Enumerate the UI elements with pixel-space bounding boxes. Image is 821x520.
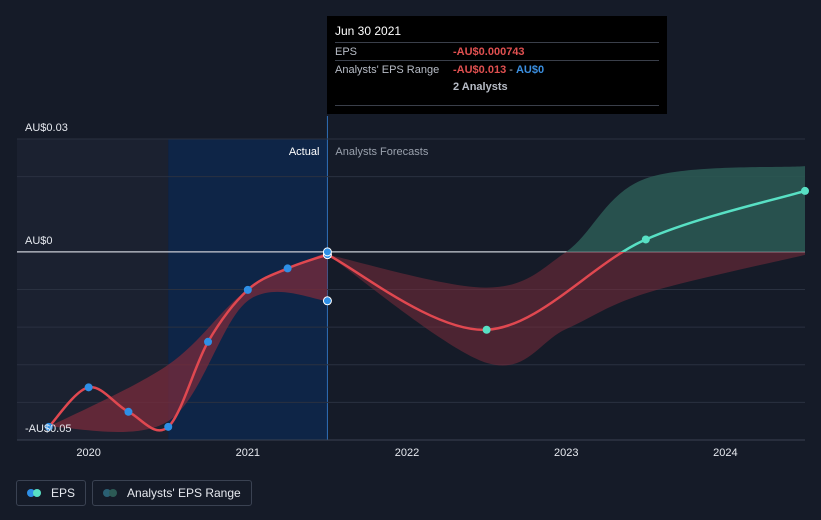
tooltip-eps-key: EPS	[335, 46, 358, 58]
eps-forecast-point	[482, 325, 491, 334]
legend-range-icon	[103, 488, 121, 498]
y-tick-label: -AU$0.05	[25, 423, 71, 435]
eps-actual-point	[243, 285, 252, 294]
x-tick-label: 2023	[554, 447, 578, 459]
eps-forecast-line-positive	[620, 189, 806, 252]
forecast-section-label: Analysts Forecasts	[335, 146, 428, 158]
eps-actual-point	[204, 337, 213, 346]
x-tick-label: 2022	[395, 447, 419, 459]
past-eps-range-band	[48, 251, 328, 432]
forecast-range-band-negative	[327, 251, 805, 366]
eps-actual-point	[124, 407, 133, 416]
hover-tooltip: Jun 30 2021 EPS -AU$0.000743 Analysts' E…	[327, 16, 667, 114]
eps-range-point	[322, 296, 332, 306]
legend-eps-button[interactable]: EPS	[16, 480, 87, 506]
eps-forecast-line-negative	[326, 251, 626, 332]
eps-forecast-point	[801, 186, 809, 195]
legend-range-label: Analysts' EPS Range	[127, 486, 241, 500]
tooltip-divider	[335, 105, 659, 106]
eps-actual-line	[47, 253, 328, 432]
legend-eps-icon	[27, 488, 45, 498]
eps-actual-point	[164, 422, 173, 431]
tooltip-analysts-row: 2 Analysts	[335, 78, 659, 95]
tooltip-analysts-spacer	[335, 81, 453, 93]
tooltip-range-separator: -	[506, 64, 516, 76]
tooltip-date: Jun 30 2021	[335, 24, 402, 38]
eps-forecast-point	[641, 235, 650, 244]
tooltip-range-high: AU$0	[515, 64, 545, 76]
eps-actual-point	[84, 383, 93, 392]
y-tick-label: AU$0	[25, 235, 53, 247]
x-tick-label: 2024	[713, 447, 737, 459]
tooltip-eps-row: EPS -AU$0.000743	[335, 42, 659, 60]
legend-range-button[interactable]: Analysts' EPS Range	[92, 480, 252, 506]
tooltip-range-row: Analysts' EPS Range -AU$0.013 - AU$0	[335, 60, 659, 78]
x-tick-label: 2021	[236, 447, 260, 459]
eps-actual-point	[283, 264, 292, 273]
tooltip-analysts-count: 2 Analysts	[453, 81, 508, 93]
tooltip-range-key: Analysts' EPS Range	[335, 64, 440, 76]
chart-legend: EPS Analysts' EPS Range	[16, 480, 252, 506]
tooltip-eps-value: -AU$0.000743	[453, 46, 525, 58]
y-tick-label: AU$0.03	[25, 122, 68, 134]
tooltip-range-low: -AU$0.013	[453, 64, 507, 76]
forecast-range-band-positive	[566, 166, 805, 252]
legend-eps-label: EPS	[51, 486, 76, 500]
eps-range-point	[322, 247, 332, 257]
eps-actual-point	[44, 422, 53, 431]
actual-section-label: Actual	[289, 146, 320, 158]
x-tick-label: 2020	[76, 447, 100, 459]
